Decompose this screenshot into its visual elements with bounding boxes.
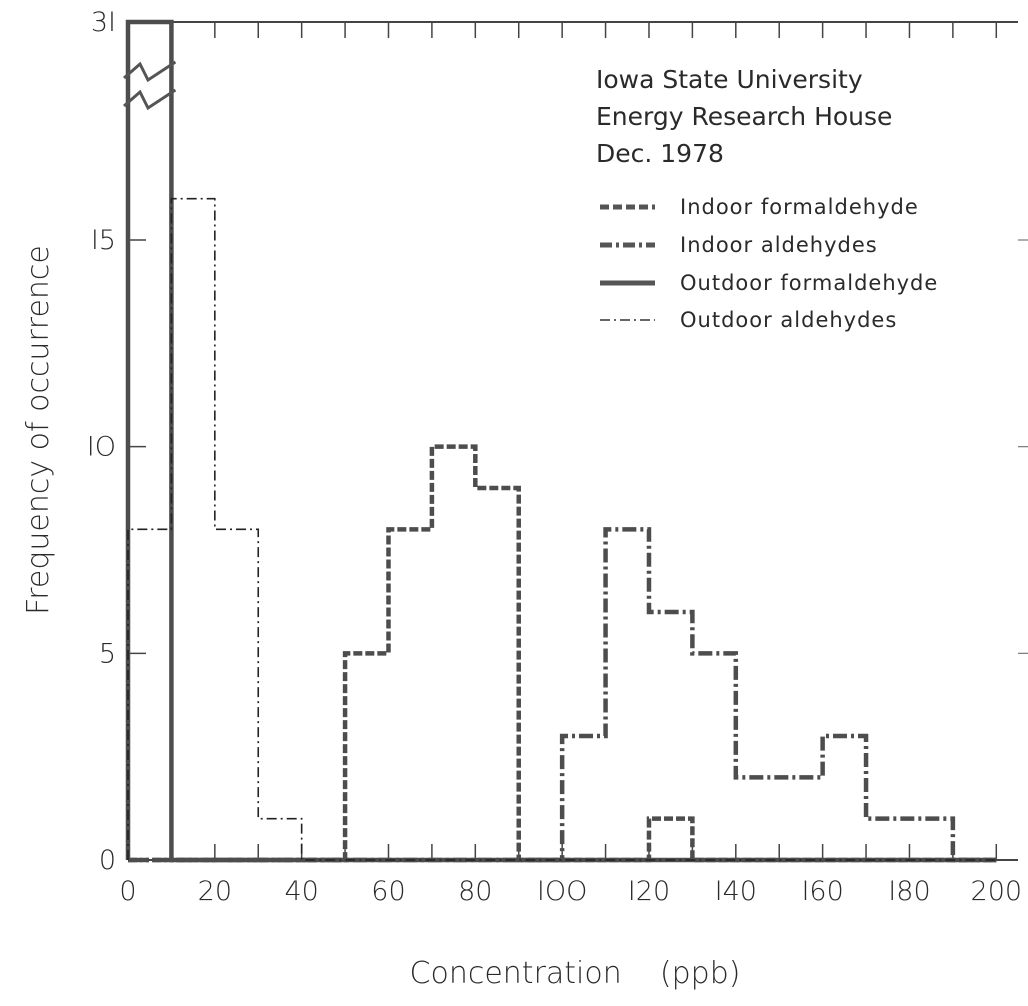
x-axis-title: Concentration (ppb) bbox=[410, 956, 741, 991]
x-tick-label: 40 bbox=[284, 876, 318, 907]
axis-break-zigzag bbox=[123, 88, 177, 111]
legend-item-indoor-aldehydes: Indoor aldehydes bbox=[600, 233, 878, 257]
x-tick-label: I20 bbox=[628, 876, 670, 907]
axis-break-zigzag bbox=[123, 60, 177, 83]
x-tick-label: 80 bbox=[458, 876, 492, 907]
annotation-line-3: Dec. 1978 bbox=[596, 139, 724, 168]
y-axis-ticks: 0 5 IO I5 3I bbox=[87, 7, 1028, 876]
legend-label-indoor-aldehydes: Indoor aldehydes bbox=[680, 233, 878, 257]
x-tick-label: 20 bbox=[198, 876, 232, 907]
x-tick-label: I40 bbox=[715, 876, 757, 907]
legend-item-outdoor-aldehydes: Outdoor aldehydes bbox=[600, 308, 897, 332]
legend-item-outdoor-formaldehyde: Outdoor formaldehyde bbox=[600, 271, 938, 295]
x-axis-ticks: 0 20 40 60 80 IOO I20 I40 I60 I80 200 bbox=[119, 22, 1022, 907]
y-tick-label: IO bbox=[87, 432, 116, 463]
legend: Indoor formaldehyde Indoor aldehydes Out… bbox=[600, 195, 938, 332]
series-line-outdoor-aldehydes bbox=[127, 197, 997, 861]
series-line-outdoor-formaldehyde bbox=[125, 19, 997, 863]
x-tick-label: I60 bbox=[801, 876, 843, 907]
y-tick-label: 5 bbox=[99, 638, 116, 669]
x-tick-label: 60 bbox=[371, 876, 405, 907]
legend-item-indoor-formaldehyde: Indoor formaldehyde bbox=[600, 195, 919, 219]
legend-label-outdoor-aldehydes: Outdoor aldehydes bbox=[680, 308, 897, 332]
annotation-line-2: Energy Research House bbox=[596, 102, 892, 131]
legend-label-indoor-formaldehyde: Indoor formaldehyde bbox=[680, 195, 919, 219]
legend-label-outdoor-formaldehyde: Outdoor formaldehyde bbox=[680, 271, 938, 295]
y-axis-title: Frequency of occurrence bbox=[21, 245, 56, 615]
y-tick-label: I5 bbox=[91, 225, 116, 256]
y-tick-label: 0 bbox=[99, 845, 116, 876]
x-tick-label: IOO bbox=[537, 876, 587, 907]
x-tick-label: I80 bbox=[888, 876, 930, 907]
x-tick-label: 200 bbox=[971, 876, 1023, 907]
x-tick-label: 0 bbox=[119, 876, 136, 907]
series-layer bbox=[125, 19, 997, 863]
annotation-line-1: Iowa State University bbox=[596, 65, 863, 94]
annotation-block: Iowa State University Energy Research Ho… bbox=[596, 65, 892, 168]
axis-break-marks bbox=[123, 60, 177, 111]
y-tick-label: 3I bbox=[91, 7, 116, 38]
